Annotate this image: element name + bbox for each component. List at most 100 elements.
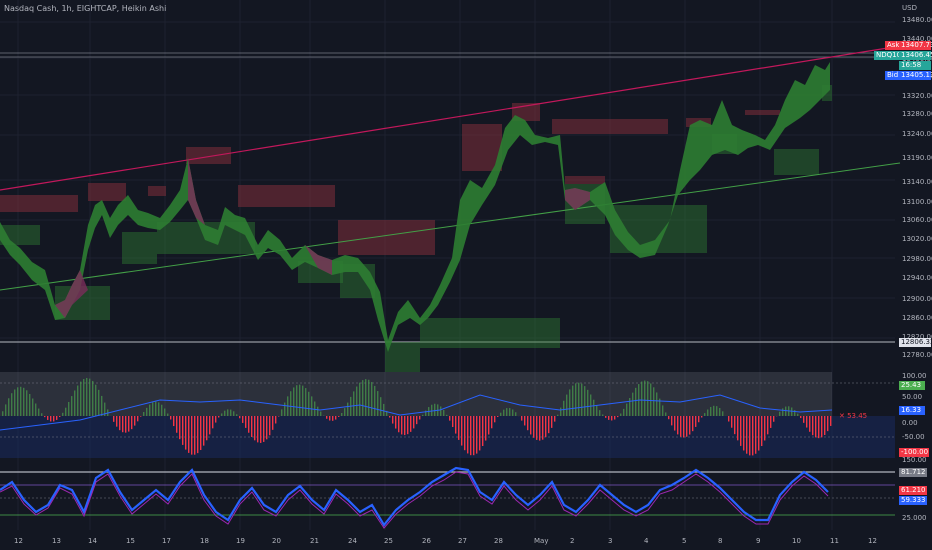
osc1-bar <box>710 406 712 416</box>
osc1-bar <box>563 400 565 416</box>
osc1-bar <box>614 416 616 420</box>
price-tick: 13280.00 <box>902 110 932 118</box>
osc1-bar <box>302 385 304 416</box>
osc1-bar <box>50 416 52 422</box>
osc1-bar <box>314 401 316 416</box>
osc1-bar <box>746 416 748 454</box>
osc1-bar <box>557 414 559 416</box>
osc1-bar <box>8 398 10 416</box>
price-tick: 13240.00 <box>902 130 932 138</box>
osc1-bar <box>116 416 118 427</box>
osc1-bar <box>632 392 634 416</box>
osc1-bar <box>635 387 637 416</box>
osc1-bar <box>380 397 382 416</box>
osc1-bar <box>164 408 166 416</box>
osc1-bar <box>311 396 313 416</box>
price-tick: 12940.00 <box>902 274 932 282</box>
osc1-bar <box>56 416 58 420</box>
osc1-bar <box>179 416 181 440</box>
osc1-bar <box>371 382 373 416</box>
osc1-bar <box>383 403 385 416</box>
osc1-bar <box>617 416 619 418</box>
osc1-tick: 50.00 <box>902 393 923 401</box>
osc1-bar <box>269 416 271 436</box>
osc1-bar <box>176 416 178 433</box>
osc1-bar <box>203 416 205 446</box>
osc1-bar <box>473 416 475 456</box>
osc1-bar <box>53 416 55 422</box>
osc1-bar <box>233 411 235 416</box>
osc1-bar <box>71 396 73 416</box>
price-tick: 13480.00 <box>902 16 932 24</box>
osc1-bar <box>512 409 514 416</box>
osc1-bar <box>296 385 298 416</box>
osc1-bar <box>608 416 610 420</box>
osc1-bar <box>98 389 100 416</box>
osc1-bar <box>647 381 649 416</box>
price-tick: 13060.00 <box>902 216 932 224</box>
osc1-bar <box>500 412 502 416</box>
osc1-bar <box>44 416 46 418</box>
osc1-bar <box>185 416 187 450</box>
osc2-mid-tag: 61.210 <box>899 486 927 495</box>
osc1-bar <box>338 416 340 417</box>
osc1-bar <box>578 382 580 416</box>
osc1-tick: 100.00 <box>902 372 927 380</box>
osc1-bar <box>374 385 376 416</box>
time-tick: 12 <box>14 537 23 545</box>
osc1-bar <box>800 416 802 419</box>
osc1-bar <box>335 416 337 420</box>
lower-trendline <box>0 162 901 291</box>
time-tick: 9 <box>756 537 761 545</box>
price-tick: 13190.00 <box>902 154 932 162</box>
osc1-bar <box>560 407 562 416</box>
osc1-bar <box>764 416 766 441</box>
osc1-bar <box>95 384 97 416</box>
osc1-bar <box>359 382 361 416</box>
osc1-bar <box>548 416 550 434</box>
osc1-bar <box>719 408 721 416</box>
osc1-bar <box>464 416 466 451</box>
osc1-bar <box>461 416 463 446</box>
osc1-bar <box>80 381 82 416</box>
osc1-bar <box>278 416 280 417</box>
osc1-bar <box>11 393 13 416</box>
osc1-bar <box>266 416 268 440</box>
osc1-bar <box>200 416 202 451</box>
osc1-bar <box>395 416 397 429</box>
osc1-bar <box>2 411 4 416</box>
price-tick: 13320.00 <box>902 92 932 100</box>
osc1-bar <box>191 416 193 455</box>
osc1-bar <box>827 416 829 432</box>
osc1-bar <box>362 380 364 416</box>
time-tick: 20 <box>272 537 281 545</box>
osc1-bar <box>509 408 511 416</box>
osc1-bar <box>503 409 505 416</box>
osc1-tick: -50.00 <box>902 433 925 441</box>
osc1-bar <box>209 416 211 435</box>
osc1-bar <box>644 380 646 416</box>
osc1-bar <box>389 416 391 418</box>
osc1-bar <box>146 407 148 416</box>
time-tick: May <box>534 537 549 545</box>
level-tag: 12806.32 <box>899 338 932 347</box>
osc1-bar <box>470 416 472 456</box>
osc1-bar <box>320 411 322 416</box>
osc1-bar <box>5 404 7 416</box>
osc1-bar <box>656 392 658 416</box>
osc1-bar <box>143 412 145 416</box>
osc1-bar <box>425 410 427 416</box>
osc1-bar <box>326 416 328 419</box>
osc1-bar <box>572 385 574 416</box>
osc1-bar <box>491 416 493 429</box>
osc1-bar <box>290 391 292 416</box>
osc1-bar <box>566 394 568 416</box>
osc1-bar <box>32 398 34 416</box>
osc2-signal-line <box>0 471 829 529</box>
osc1-bar <box>755 416 757 454</box>
osc1-bar <box>701 416 703 418</box>
osc1-bar <box>398 416 400 433</box>
osc1-bar <box>329 416 331 421</box>
osc1-bar <box>659 398 661 416</box>
